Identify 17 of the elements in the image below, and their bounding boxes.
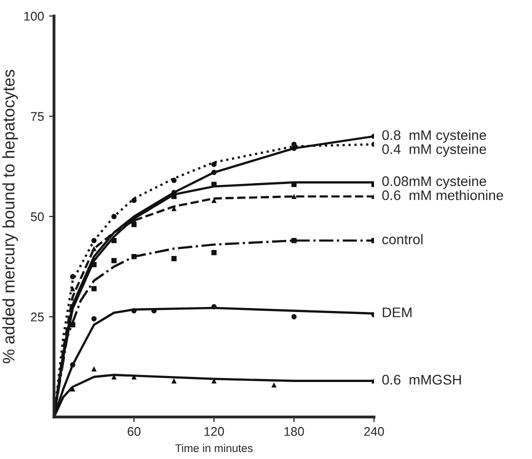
y-tick-label: 100: [24, 12, 44, 21]
x-tick-label: 180: [284, 427, 304, 436]
y-axis-title: % added mercury bound to hepatocytes: [2, 70, 18, 364]
x-tick-label: 120: [204, 427, 224, 436]
x-tick-label: 60: [128, 427, 140, 436]
series-label: 0.6 mMGSH: [382, 374, 461, 385]
series-label: 0.4 mM cysteine: [382, 144, 486, 157]
x-axis-title: Time in minutes: [175, 444, 253, 452]
series-label: 0.6 mM methionine: [382, 190, 504, 200]
series-label: 0.08mM cysteine: [382, 176, 486, 189]
y-tick-label: 50: [30, 212, 44, 222]
y-tick-label: 75: [31, 112, 44, 121]
series-label: 0.8 mM cysteine: [382, 130, 486, 143]
series-label: control: [382, 234, 422, 244]
y-tick-label: 25: [31, 312, 44, 322]
x-tick-label: 240: [364, 427, 384, 436]
series-label: DEM: [382, 308, 412, 318]
